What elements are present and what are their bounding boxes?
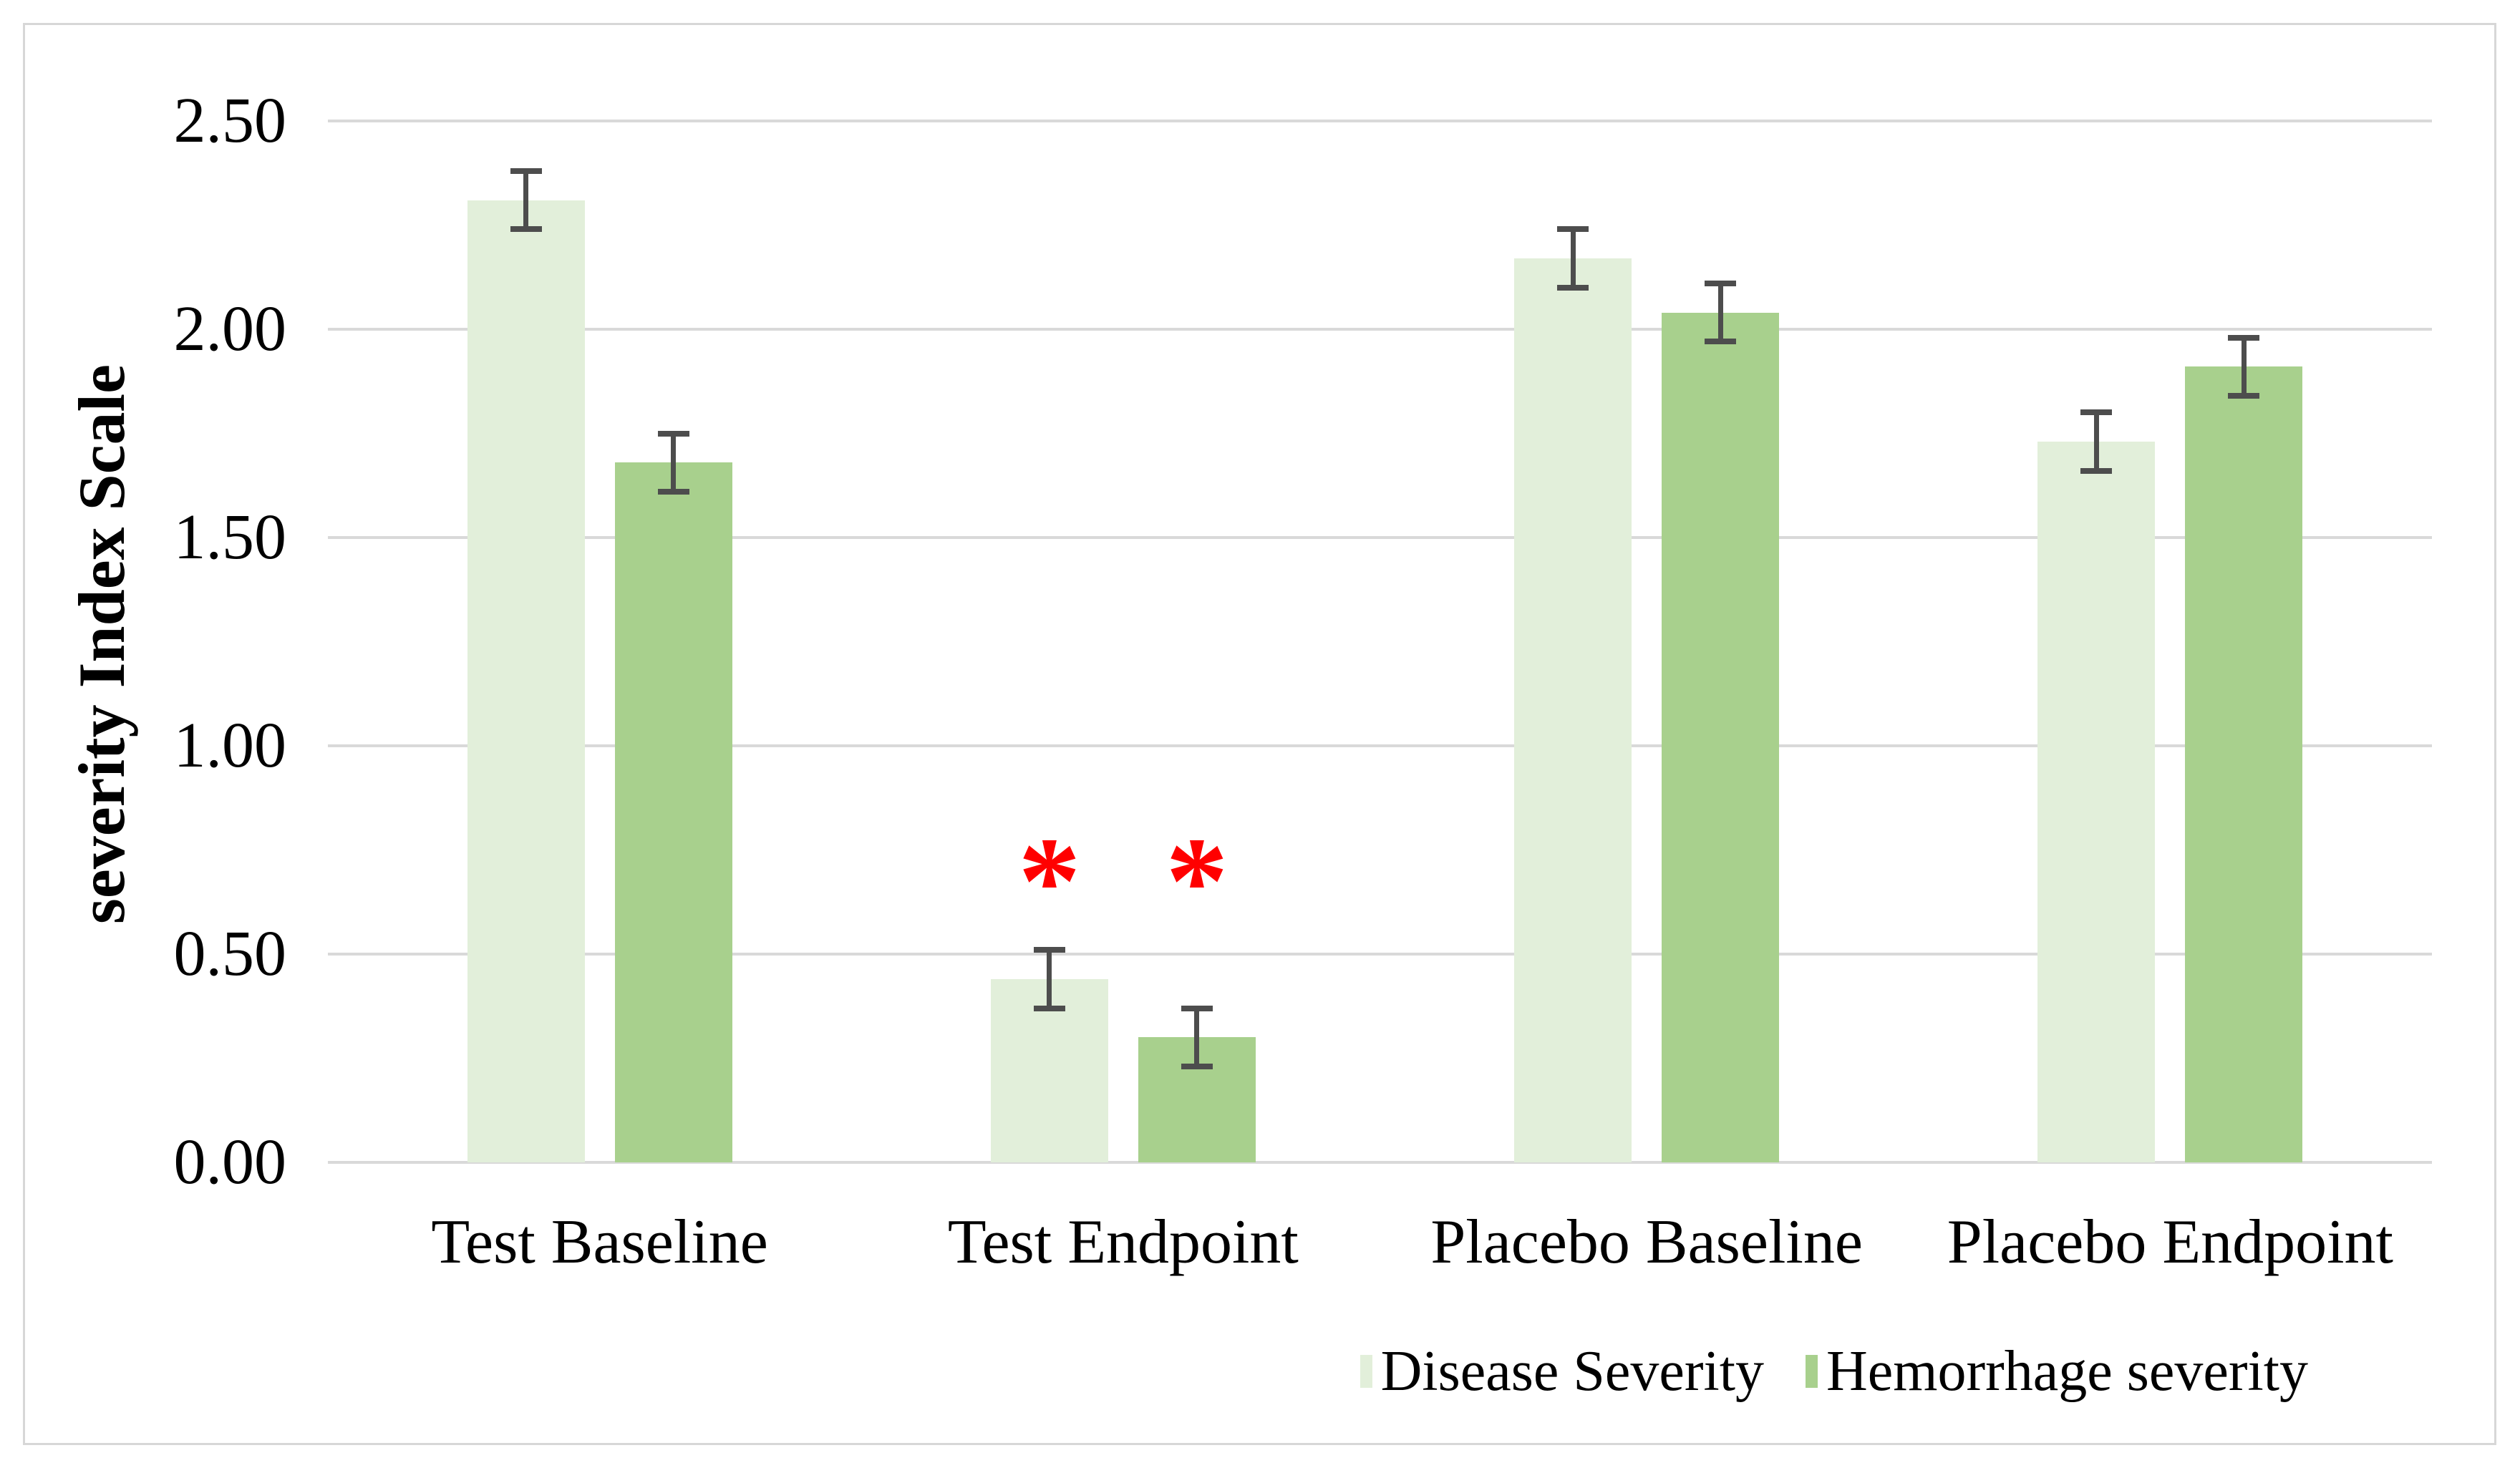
gridline xyxy=(328,536,2432,539)
bar-hemorrhage-severity-0 xyxy=(614,462,732,1162)
legend-label: Disease Severity xyxy=(1380,1340,1764,1403)
error-bar-stem xyxy=(2093,412,2099,471)
legend-item: Hemorrhage severity xyxy=(1805,1340,2308,1403)
bar-disease-severity-0 xyxy=(467,200,585,1162)
error-bar-cap xyxy=(1557,226,1589,233)
error-bar-cap xyxy=(2080,467,2113,474)
y-tick-label: 0.00 xyxy=(173,1127,287,1197)
error-bar-cap xyxy=(2228,393,2260,399)
legend: Disease Severity Hemorrhage severity xyxy=(1360,1341,2308,1401)
error-bar-stem xyxy=(1717,283,1723,342)
y-tick-label: 1.00 xyxy=(173,710,287,781)
gridline xyxy=(328,120,2432,122)
legend-marker-icon xyxy=(1805,1355,1818,1388)
bar-disease-severity-2 xyxy=(1514,258,1632,1162)
significance-asterisk: * xyxy=(1018,811,1081,951)
gridline xyxy=(328,1161,2432,1164)
y-tick-label: 0.50 xyxy=(173,918,287,989)
bar-disease-severity-3 xyxy=(2037,442,2156,1162)
legend-item: Disease Severity xyxy=(1360,1341,1764,1401)
error-bar-cap xyxy=(2080,409,2113,416)
error-bar-stem xyxy=(523,170,529,230)
error-bar-cap xyxy=(1033,1005,1065,1011)
error-bar-cap xyxy=(1181,1064,1213,1070)
legend-label: Hemorrhage severity xyxy=(1826,1340,2308,1403)
error-bar-cap xyxy=(1705,280,1737,286)
error-bar-cap xyxy=(510,167,542,174)
y-axis-title: severity Index Scale xyxy=(65,364,138,924)
significance-asterisk: * xyxy=(1166,811,1228,951)
chart-border xyxy=(23,23,2496,1445)
error-bar-cap xyxy=(1557,284,1589,291)
error-bar-cap xyxy=(657,488,689,495)
x-category-label: Placebo Baseline xyxy=(1430,1207,1863,1277)
y-tick-label: 2.00 xyxy=(173,293,287,364)
bar-hemorrhage-severity-2 xyxy=(1662,312,1780,1162)
y-tick-label: 1.50 xyxy=(173,502,287,573)
error-bar-stem xyxy=(2241,337,2247,397)
x-category-label: Test Endpoint xyxy=(947,1207,1299,1277)
x-category-label: Test Baseline xyxy=(431,1207,768,1277)
error-bar-cap xyxy=(657,430,689,437)
error-bar-cap xyxy=(2228,334,2260,341)
error-bar-cap xyxy=(1033,947,1065,953)
gridline xyxy=(328,744,2432,747)
gridline xyxy=(328,953,2432,956)
error-bar-stem xyxy=(1570,229,1576,288)
gridline xyxy=(328,328,2432,331)
error-bar-cap xyxy=(510,226,542,233)
error-bar-stem xyxy=(1047,950,1052,1008)
error-bar-stem xyxy=(671,433,677,492)
y-tick-label: 2.50 xyxy=(173,85,287,156)
error-bar-cap xyxy=(1705,339,1737,345)
bar-hemorrhage-severity-3 xyxy=(2185,366,2303,1162)
error-bar-cap xyxy=(1181,1005,1213,1011)
x-category-label: Placebo Endpoint xyxy=(1947,1207,2393,1277)
error-bar-stem xyxy=(1194,1008,1200,1067)
legend-marker-icon xyxy=(1360,1355,1372,1388)
